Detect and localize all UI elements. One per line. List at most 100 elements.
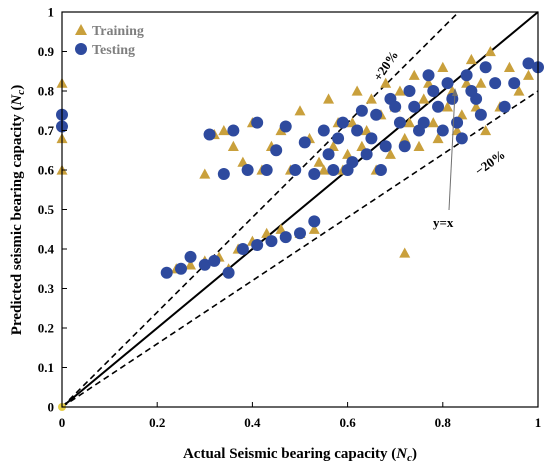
training-point xyxy=(342,148,354,159)
testing-point xyxy=(393,116,406,129)
testing-point xyxy=(308,167,321,180)
training-point xyxy=(399,132,411,144)
training-point xyxy=(484,46,496,57)
y-tick-label: 0.9 xyxy=(38,44,55,59)
testing-point xyxy=(408,100,421,113)
training-point xyxy=(261,227,273,238)
testing-point xyxy=(175,262,187,275)
testing-point xyxy=(341,164,354,176)
testing-point xyxy=(227,124,240,137)
testing-point xyxy=(260,164,273,176)
testing-point xyxy=(498,100,511,113)
testing-point xyxy=(336,116,349,129)
x-tick-label: 0.4 xyxy=(244,415,261,430)
y-axis-label: Predicted seismic bearing capacity (Nc) xyxy=(9,85,27,335)
y-tick-label: 1 xyxy=(48,5,55,20)
training-point xyxy=(294,105,306,116)
reference-lines xyxy=(61,11,539,408)
legend-circle-marker xyxy=(75,43,87,55)
training-point xyxy=(275,223,287,234)
training-point xyxy=(346,117,358,128)
testing-point xyxy=(265,235,278,248)
training-point xyxy=(327,140,339,151)
training-point xyxy=(432,132,444,144)
training-point xyxy=(522,69,534,80)
testing-point xyxy=(479,61,492,74)
training-point xyxy=(456,109,468,120)
testing-point xyxy=(474,108,487,121)
x-tick-label: 0.8 xyxy=(435,415,452,430)
training-point xyxy=(323,93,335,104)
training-point xyxy=(318,164,330,175)
training-point xyxy=(513,85,525,96)
training-point xyxy=(399,247,411,258)
training-point xyxy=(461,77,473,88)
testing-point xyxy=(270,144,283,157)
annotation-yx-arrowhead xyxy=(452,88,458,96)
testing-point xyxy=(160,266,173,279)
training-point xyxy=(365,93,377,104)
line-plus-20-percent xyxy=(61,11,460,408)
y-tick-label: 0.3 xyxy=(38,281,55,296)
testing-point xyxy=(403,85,416,97)
line-minus-20-percent xyxy=(61,90,539,408)
testing-point xyxy=(417,116,430,129)
testing-point xyxy=(489,77,502,90)
testing-point xyxy=(322,148,335,161)
training-point xyxy=(475,77,487,88)
training-point xyxy=(437,61,449,72)
testing-point xyxy=(317,124,330,137)
line-y-equals-x xyxy=(61,11,539,408)
training-point xyxy=(413,140,425,151)
testing-point xyxy=(251,116,264,129)
testing-point xyxy=(460,69,473,82)
legend-label-testing: Testing xyxy=(92,43,135,58)
testing-point xyxy=(236,243,249,255)
training-point xyxy=(403,117,415,128)
testing-point xyxy=(441,77,454,90)
testing-point xyxy=(208,254,221,267)
y-tick-label: 0.8 xyxy=(38,84,55,99)
annotation-yx-pointer xyxy=(448,91,456,211)
testing-point xyxy=(241,164,254,176)
y-tick-label: 0 xyxy=(48,400,55,415)
legend-triangle-marker xyxy=(75,24,87,35)
training-point xyxy=(218,125,230,136)
x-tick-label: 0 xyxy=(59,415,66,430)
testing-point xyxy=(398,140,411,153)
testing-point xyxy=(374,164,387,176)
testing-point xyxy=(251,239,264,252)
x-tick-label: 1 xyxy=(535,415,542,430)
testing-point xyxy=(294,227,306,240)
training-point xyxy=(227,140,239,151)
training-point xyxy=(361,125,373,136)
testing-point xyxy=(436,124,449,137)
testing-point xyxy=(365,132,378,145)
testing-point xyxy=(198,258,211,271)
training-point xyxy=(380,77,392,88)
testing-point xyxy=(184,250,197,263)
training-point xyxy=(185,259,197,270)
training-point xyxy=(442,101,454,112)
testing-point xyxy=(432,100,445,113)
legend-label-training: Training xyxy=(92,24,144,39)
training-point xyxy=(308,223,320,234)
testing-point xyxy=(298,136,311,149)
annotation-yx: y=x xyxy=(433,215,454,230)
testing-point xyxy=(465,85,478,97)
y-tick-label: 0.4 xyxy=(38,242,55,257)
y-tick-label: 0.1 xyxy=(38,360,54,375)
training-point xyxy=(423,77,435,88)
x-tick-label: 0.2 xyxy=(149,415,165,430)
testing-point xyxy=(355,104,368,117)
training-point xyxy=(427,117,439,128)
data-points xyxy=(56,46,544,411)
x-tick-label: 0.6 xyxy=(339,415,356,430)
training-point xyxy=(408,69,420,80)
testing-point xyxy=(370,108,383,121)
testing-point xyxy=(279,231,292,244)
training-point xyxy=(394,85,406,96)
testing-point xyxy=(203,128,216,141)
testing-point xyxy=(389,100,402,113)
